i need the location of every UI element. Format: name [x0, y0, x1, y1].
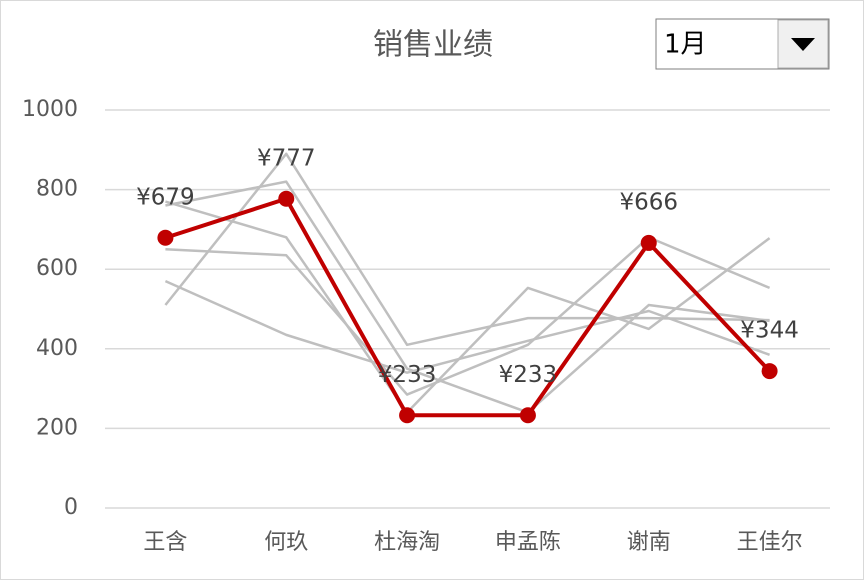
x-tick-label: 谢南	[627, 530, 671, 555]
data-label: ¥344	[740, 318, 799, 344]
x-tick-label: 申孟陈	[495, 530, 561, 555]
y-tick-label: 400	[36, 336, 78, 361]
point-marker	[640, 234, 657, 251]
data-label: ¥666	[619, 189, 678, 215]
y-tick-label: 200	[36, 415, 78, 440]
x-tick-label: 何玖	[264, 530, 308, 555]
dropdown-arrow	[791, 38, 815, 51]
dropdown-value[interactable]: 1月	[664, 30, 707, 60]
y-tick-label: 0	[64, 495, 78, 520]
data-label: ¥233	[378, 362, 437, 388]
point-marker	[157, 229, 174, 246]
point-marker	[519, 407, 536, 424]
point-marker	[761, 363, 778, 380]
point-marker	[399, 407, 416, 424]
series-line	[165, 200, 771, 414]
point-marker	[278, 190, 295, 207]
series-line	[164, 279, 771, 374]
data-label: ¥679	[136, 184, 195, 210]
chart-title: 销售业绩	[373, 28, 493, 63]
month-dropdown[interactable]: 1月	[655, 18, 830, 70]
x-tick-label: 王含	[143, 530, 187, 555]
y-tick-label: 800	[36, 177, 78, 202]
x-tick-label: 杜海淘	[374, 530, 440, 555]
data-label: ¥233	[499, 362, 558, 388]
highlight-line	[164, 196, 772, 418]
data-label: ¥777	[257, 145, 316, 171]
x-tick-label: 王佳尔	[737, 530, 803, 555]
series-line	[165, 236, 771, 396]
series-line	[165, 180, 770, 414]
y-tick-label: 600	[36, 256, 78, 281]
y-tick-label: 1000	[22, 97, 78, 122]
